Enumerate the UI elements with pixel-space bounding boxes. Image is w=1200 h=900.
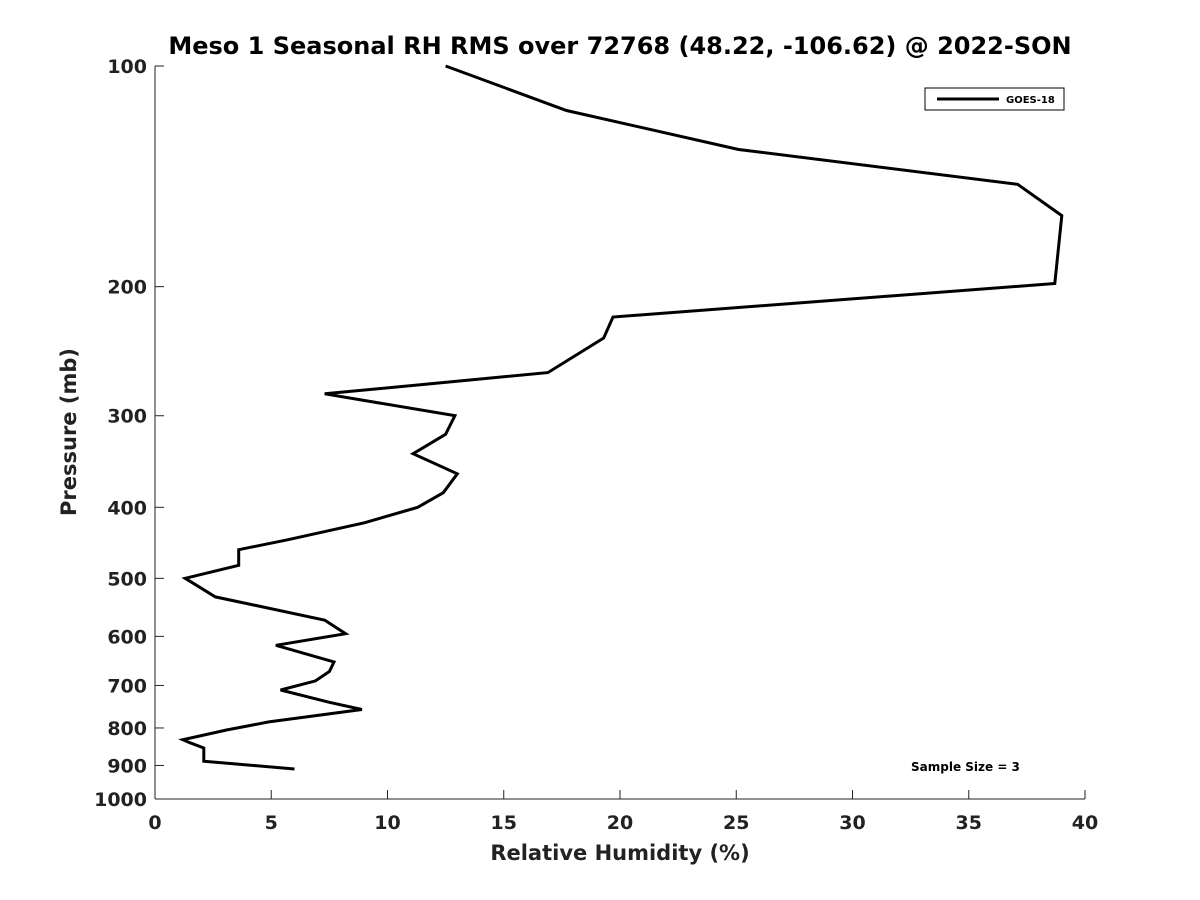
y-axis-ticks: 100 200 300 400 500 600 700 800 900 1000	[94, 56, 164, 811]
y-tick-label: 100	[107, 56, 147, 78]
x-tick-label: 35	[956, 812, 982, 834]
x-tick-label: 30	[839, 812, 865, 834]
plot-area	[155, 66, 1085, 799]
x-tick-label: 25	[723, 812, 749, 834]
legend: GOES-18	[924, 87, 1065, 111]
y-tick-label: 1000	[94, 789, 147, 811]
series-layer	[178, 64, 1064, 771]
y-tick-label: 200	[107, 277, 147, 299]
x-tick-label: 5	[265, 812, 278, 834]
legend-label-goes-18: GOES-18	[1006, 95, 1055, 106]
series-line-goes-18	[178, 64, 1064, 771]
x-tick-label: 0	[148, 812, 161, 834]
x-tick-label: 10	[374, 812, 400, 834]
x-tick-label: 40	[1072, 812, 1098, 834]
sample-size-annotation: Sample Size = 3	[911, 760, 1020, 774]
y-tick-label: 900	[107, 755, 147, 777]
x-axis-ticks: 0 5 10 15 20 25 30 35 40	[148, 790, 1098, 834]
y-axis-label: Pressure (mb)	[57, 348, 81, 516]
y-tick-label: 600	[107, 626, 147, 648]
x-tick-label: 20	[607, 812, 633, 834]
y-tick-label: 300	[107, 406, 147, 428]
x-tick-label: 15	[491, 812, 517, 834]
y-tick-label: 700	[107, 675, 147, 697]
y-tick-label: 800	[107, 718, 147, 740]
x-axis-label: Relative Humidity (%)	[490, 841, 749, 865]
chart-title: Meso 1 Seasonal RH RMS over 72768 (48.22…	[168, 32, 1071, 60]
y-tick-label: 400	[107, 497, 147, 519]
y-tick-label: 500	[107, 568, 147, 590]
